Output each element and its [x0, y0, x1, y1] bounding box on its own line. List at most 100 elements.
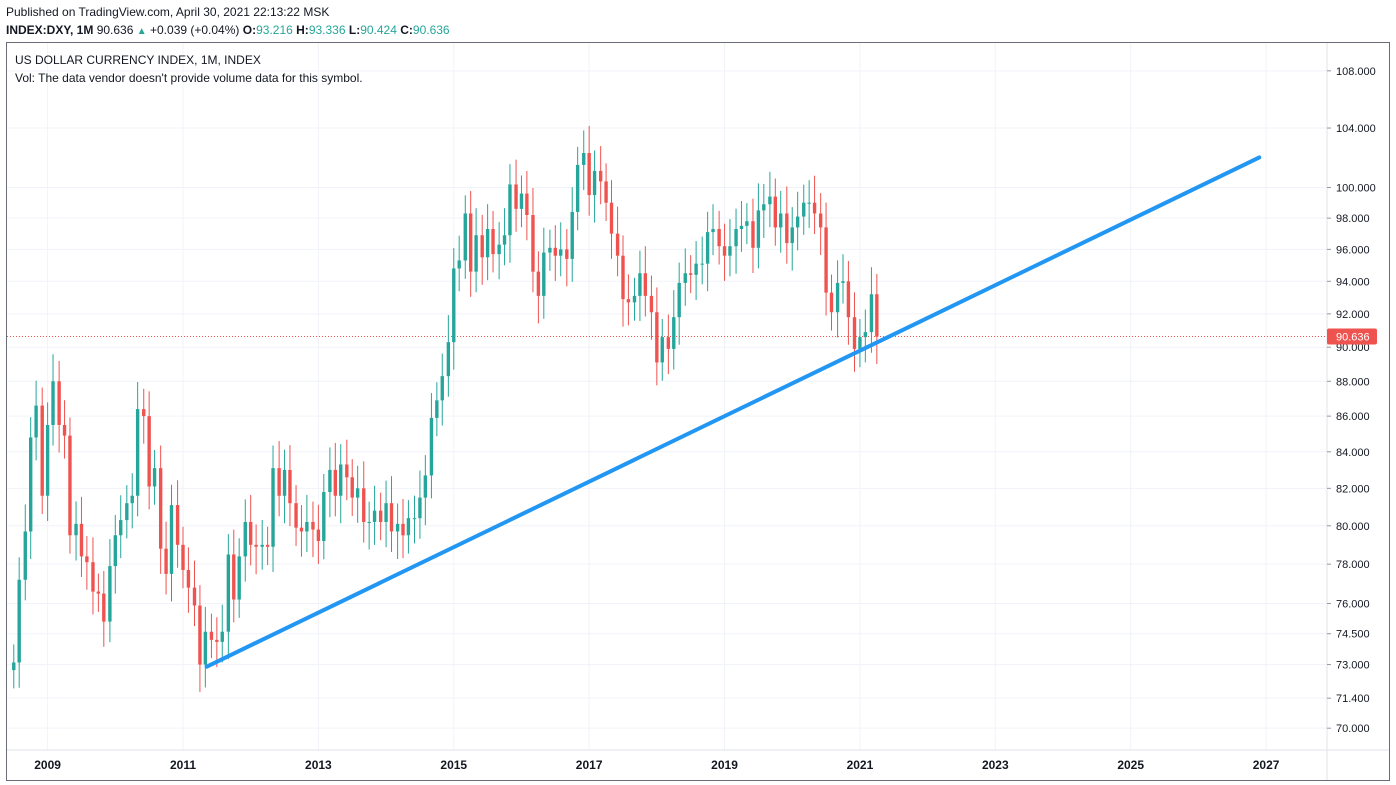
candle[interactable] — [17, 557, 21, 688]
candle[interactable] — [119, 495, 123, 559]
candle[interactable] — [243, 499, 247, 582]
candle[interactable] — [812, 175, 817, 235]
candle[interactable] — [288, 445, 292, 527]
candle[interactable] — [875, 273, 879, 365]
candle[interactable] — [660, 319, 664, 381]
candle[interactable] — [147, 391, 151, 510]
candle[interactable] — [271, 445, 275, 572]
candle[interactable] — [125, 485, 129, 539]
candle[interactable] — [869, 267, 874, 353]
candle[interactable] — [722, 223, 727, 281]
candle[interactable] — [565, 229, 569, 287]
candle[interactable] — [615, 206, 620, 277]
candle[interactable] — [598, 146, 603, 205]
candle[interactable] — [249, 494, 253, 566]
candle[interactable] — [215, 617, 219, 668]
candles[interactable] — [12, 125, 879, 693]
candle[interactable] — [536, 251, 541, 324]
candle[interactable] — [739, 201, 744, 252]
candle[interactable] — [333, 442, 337, 517]
candle[interactable] — [621, 235, 625, 327]
candle[interactable] — [260, 520, 264, 570]
candle[interactable] — [282, 449, 287, 524]
candle[interactable] — [491, 210, 495, 273]
candle[interactable] — [429, 393, 434, 499]
candle[interactable] — [452, 248, 456, 370]
candle[interactable] — [79, 496, 84, 577]
candle[interactable] — [587, 125, 591, 216]
candle[interactable] — [638, 250, 642, 322]
candle[interactable] — [762, 183, 766, 238]
candle[interactable] — [389, 476, 394, 553]
candle[interactable] — [592, 150, 597, 223]
candle[interactable] — [265, 526, 270, 566]
candle[interactable] — [508, 164, 512, 263]
candle[interactable] — [649, 275, 654, 340]
candle[interactable] — [829, 274, 834, 331]
candle[interactable] — [694, 241, 698, 301]
candle[interactable] — [85, 536, 89, 590]
candle[interactable] — [226, 534, 231, 660]
candle[interactable] — [209, 613, 214, 659]
candle[interactable] — [378, 492, 383, 541]
candle[interactable] — [339, 444, 343, 524]
candle[interactable] — [858, 319, 862, 368]
candle[interactable] — [841, 254, 845, 304]
candle[interactable] — [519, 175, 524, 228]
candle[interactable] — [401, 499, 405, 559]
candle[interactable] — [689, 255, 693, 294]
candle[interactable] — [305, 494, 309, 553]
candle[interactable] — [367, 501, 371, 550]
candle[interactable] — [108, 539, 112, 643]
candle[interactable] — [570, 187, 574, 282]
candle[interactable] — [186, 547, 191, 613]
candle[interactable] — [514, 159, 518, 232]
candle[interactable] — [322, 473, 326, 560]
candle[interactable] — [802, 184, 806, 235]
candle[interactable] — [575, 146, 580, 231]
candle[interactable] — [440, 353, 444, 426]
candle[interactable] — [384, 480, 388, 548]
candle[interactable] — [74, 501, 78, 561]
candle[interactable] — [62, 400, 67, 459]
candle[interactable] — [113, 514, 117, 594]
candle[interactable] — [355, 465, 360, 523]
candle[interactable] — [328, 447, 332, 518]
candle[interactable] — [852, 292, 857, 372]
candle[interactable] — [751, 198, 755, 274]
candle[interactable] — [559, 222, 563, 277]
price-axis[interactable]: 108.000 104.000 100.000 98.000 96.000 94.000 9… — [1327, 66, 1376, 735]
candle[interactable] — [525, 170, 529, 241]
candle[interactable] — [237, 538, 241, 618]
candle[interactable] — [406, 500, 411, 554]
candle[interactable] — [372, 485, 377, 545]
trendline-group[interactable] — [204, 155, 1262, 669]
candle[interactable] — [316, 504, 321, 564]
candle[interactable] — [423, 455, 428, 526]
candle[interactable] — [169, 484, 174, 602]
candle[interactable] — [395, 503, 400, 559]
candle[interactable] — [135, 382, 140, 517]
candle[interactable] — [457, 235, 461, 292]
candle[interactable] — [835, 260, 840, 338]
candle[interactable] — [45, 402, 50, 521]
candle[interactable] — [294, 485, 298, 546]
candle[interactable] — [497, 222, 501, 280]
candle[interactable] — [463, 195, 467, 279]
candle[interactable] — [655, 287, 659, 386]
candle[interactable] — [768, 171, 772, 228]
candle[interactable] — [553, 225, 557, 281]
candle[interactable] — [779, 190, 783, 253]
candle[interactable] — [435, 382, 439, 437]
candle[interactable] — [277, 441, 281, 517]
candle[interactable] — [23, 504, 27, 601]
candle[interactable] — [548, 229, 552, 271]
candle[interactable] — [480, 214, 484, 285]
candle[interactable] — [705, 211, 710, 292]
candle[interactable] — [418, 470, 422, 539]
candle[interactable] — [790, 207, 794, 271]
candle[interactable] — [446, 315, 451, 397]
candle[interactable] — [57, 360, 61, 453]
candle[interactable] — [745, 203, 749, 245]
candle[interactable] — [700, 236, 704, 285]
